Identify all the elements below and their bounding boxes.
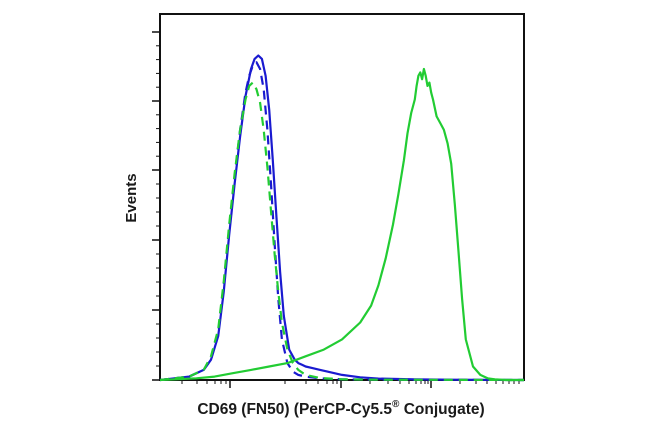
- x-axis-label: CD69 (FN50) (PerCP-Cy5.5® Conjugate): [197, 399, 484, 418]
- plot-frame: [159, 13, 525, 381]
- histogram-series-4: [159, 67, 524, 382]
- axis-ticks: [152, 31, 520, 388]
- y-axis-label: Events: [123, 173, 140, 222]
- histogram-series-2: [159, 61, 525, 382]
- histogram-series-1: [159, 54, 525, 382]
- histogram-series-3: [159, 81, 525, 382]
- histogram-curves: [159, 54, 525, 382]
- plot-border: [159, 13, 525, 381]
